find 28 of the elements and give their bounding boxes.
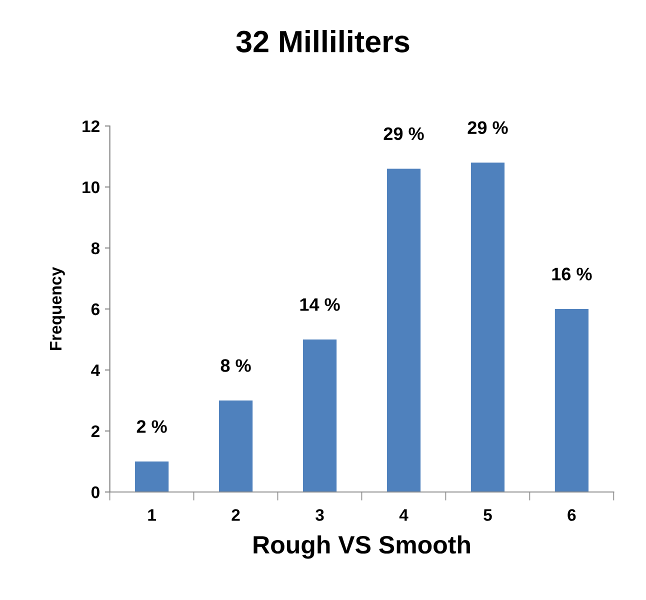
bar: [470, 162, 505, 492]
y-tick-label: 2: [91, 425, 100, 438]
x-tick-label: 6: [568, 509, 576, 521]
annotation: 8 %: [220, 359, 251, 372]
bar: [135, 462, 169, 492]
bar: [302, 340, 337, 492]
annotation: 14 %: [300, 298, 340, 311]
y-tick-label: 12: [82, 120, 100, 132]
y-tick-label: 6: [91, 303, 100, 316]
x-tick-label: 4: [399, 509, 408, 521]
x-axis-title: Rough VS Smooth: [254, 535, 470, 559]
annotation: 16 %: [552, 268, 592, 280]
annotation: 29 %: [468, 121, 508, 134]
y-axis-title: Frequency: [50, 266, 65, 350]
bar: [218, 400, 253, 492]
annotation: 2 %: [136, 420, 167, 433]
bar: [554, 309, 589, 492]
y-tick-label: 4: [91, 364, 100, 376]
y-tick-label: 10: [82, 181, 100, 194]
x-tick-label: 2: [232, 509, 240, 521]
chart-title: 32 Milliliters: [236, 30, 410, 52]
y-tick-label: 8: [91, 242, 100, 254]
x-tick-label: 3: [316, 509, 324, 521]
x-tick-label: 1: [148, 509, 156, 521]
bar: [386, 168, 421, 492]
y-tick-label: 0: [91, 486, 100, 498]
x-tick-label: 5: [484, 509, 492, 521]
annotation: 29 %: [384, 127, 424, 140]
